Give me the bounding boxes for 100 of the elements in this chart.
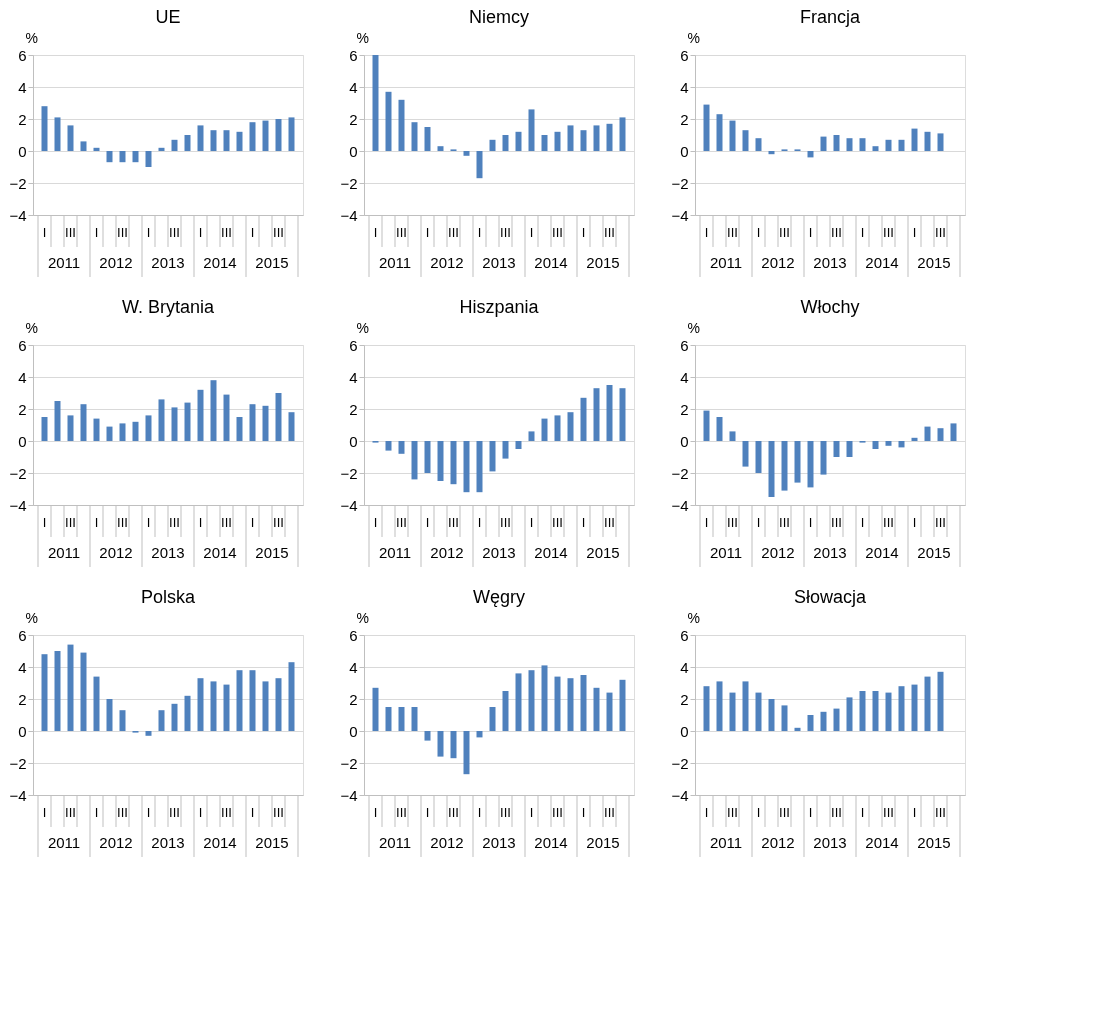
bar: [807, 715, 814, 731]
bar: [606, 123, 613, 151]
x-tick-label: III: [604, 225, 615, 240]
bar: [158, 710, 165, 731]
bar: [106, 426, 113, 441]
x-tick-label: I: [425, 225, 430, 240]
y-tick-label: 6: [18, 626, 27, 644]
text: 2011: [378, 834, 412, 851]
text: 2013: [482, 254, 516, 271]
y-tick-label: −2: [9, 464, 27, 482]
bar: [593, 687, 600, 731]
chart-title: W. Brytania: [121, 297, 215, 317]
text: 2014: [865, 834, 899, 851]
x-tick-label: III: [831, 225, 842, 240]
y-axis-title: %: [356, 609, 369, 626]
bar: [236, 417, 243, 441]
x-tick-label: I: [425, 805, 430, 820]
text: 2013: [813, 254, 847, 271]
x-tick-label: I: [581, 225, 586, 240]
bar: [463, 731, 470, 775]
bar: [606, 385, 613, 441]
text: 2015: [255, 544, 289, 561]
y-tick-label: −2: [9, 754, 27, 772]
x-tick-label: III: [935, 225, 946, 240]
y-tick-label: −2: [9, 174, 27, 192]
bar: [132, 421, 139, 441]
bar: [729, 120, 736, 151]
x-tick-label: I: [146, 225, 151, 240]
text: 2015: [586, 544, 620, 561]
bar: [54, 651, 61, 731]
bar: [911, 128, 918, 151]
bar: [249, 122, 256, 151]
x-tick-label: I: [42, 515, 47, 530]
text: 2014: [203, 544, 237, 561]
bar: [924, 131, 931, 151]
bar: [145, 151, 152, 167]
bar: [411, 707, 418, 731]
bar: [502, 691, 509, 731]
y-tick-label: 2: [349, 110, 358, 128]
x-tick-label: III: [500, 515, 511, 530]
chart-title: Polska: [140, 587, 196, 607]
y-tick-label: 4: [680, 658, 689, 676]
y-tick-label: 4: [18, 78, 27, 96]
text: 2013: [482, 544, 516, 561]
y-tick-label: 2: [18, 690, 27, 708]
bar: [80, 652, 87, 731]
text: 2011: [47, 834, 81, 851]
bar: [593, 125, 600, 151]
text: 2014: [865, 254, 899, 271]
bar: [515, 441, 522, 449]
bar: [593, 388, 600, 441]
bar: [450, 441, 457, 485]
x-tick-label: III: [500, 805, 511, 820]
bar: [619, 679, 626, 731]
bar: [67, 125, 74, 151]
bar: [755, 692, 762, 731]
bar: [197, 389, 204, 441]
x-tick-label: III: [500, 225, 511, 240]
bar: [80, 404, 87, 441]
text: 2014: [203, 254, 237, 271]
bar: [223, 130, 230, 151]
x-tick-label: III: [273, 515, 284, 530]
text: 2015: [255, 254, 289, 271]
text: 2013: [151, 834, 185, 851]
x-tick-label: III: [604, 515, 615, 530]
bar: [833, 708, 840, 731]
bar: [132, 151, 139, 163]
bar: [262, 405, 269, 441]
bar: [885, 692, 892, 731]
x-tick-label: I: [756, 225, 761, 240]
bar: [541, 135, 548, 151]
bar: [859, 138, 866, 151]
chart-title: Francja: [799, 7, 861, 27]
y-tick-label: 6: [349, 336, 358, 354]
x-tick-label: I: [250, 805, 255, 820]
y-tick-label: 4: [349, 368, 358, 386]
y-tick-label: 0: [349, 142, 358, 160]
bar: [54, 401, 61, 441]
bar: [937, 428, 944, 441]
x-tick-label: I: [808, 805, 813, 820]
bar: [619, 117, 626, 151]
x-tick-label: III: [831, 515, 842, 530]
bar: [846, 697, 853, 731]
bar: [580, 130, 587, 151]
bar: [80, 141, 87, 151]
y-axis-title: %: [356, 319, 369, 336]
bar: [820, 136, 827, 151]
bar: [158, 399, 165, 441]
bar: [223, 684, 230, 731]
bar: [567, 412, 574, 441]
bar: [567, 125, 574, 151]
bar: [236, 670, 243, 731]
bar: [703, 104, 710, 151]
x-tick-label: I: [373, 225, 378, 240]
bar: [93, 147, 100, 151]
x-tick-label: III: [604, 805, 615, 820]
bar: [385, 91, 392, 151]
x-tick-label: III: [552, 515, 563, 530]
y-tick-label: 2: [680, 400, 689, 418]
bar: [515, 131, 522, 151]
